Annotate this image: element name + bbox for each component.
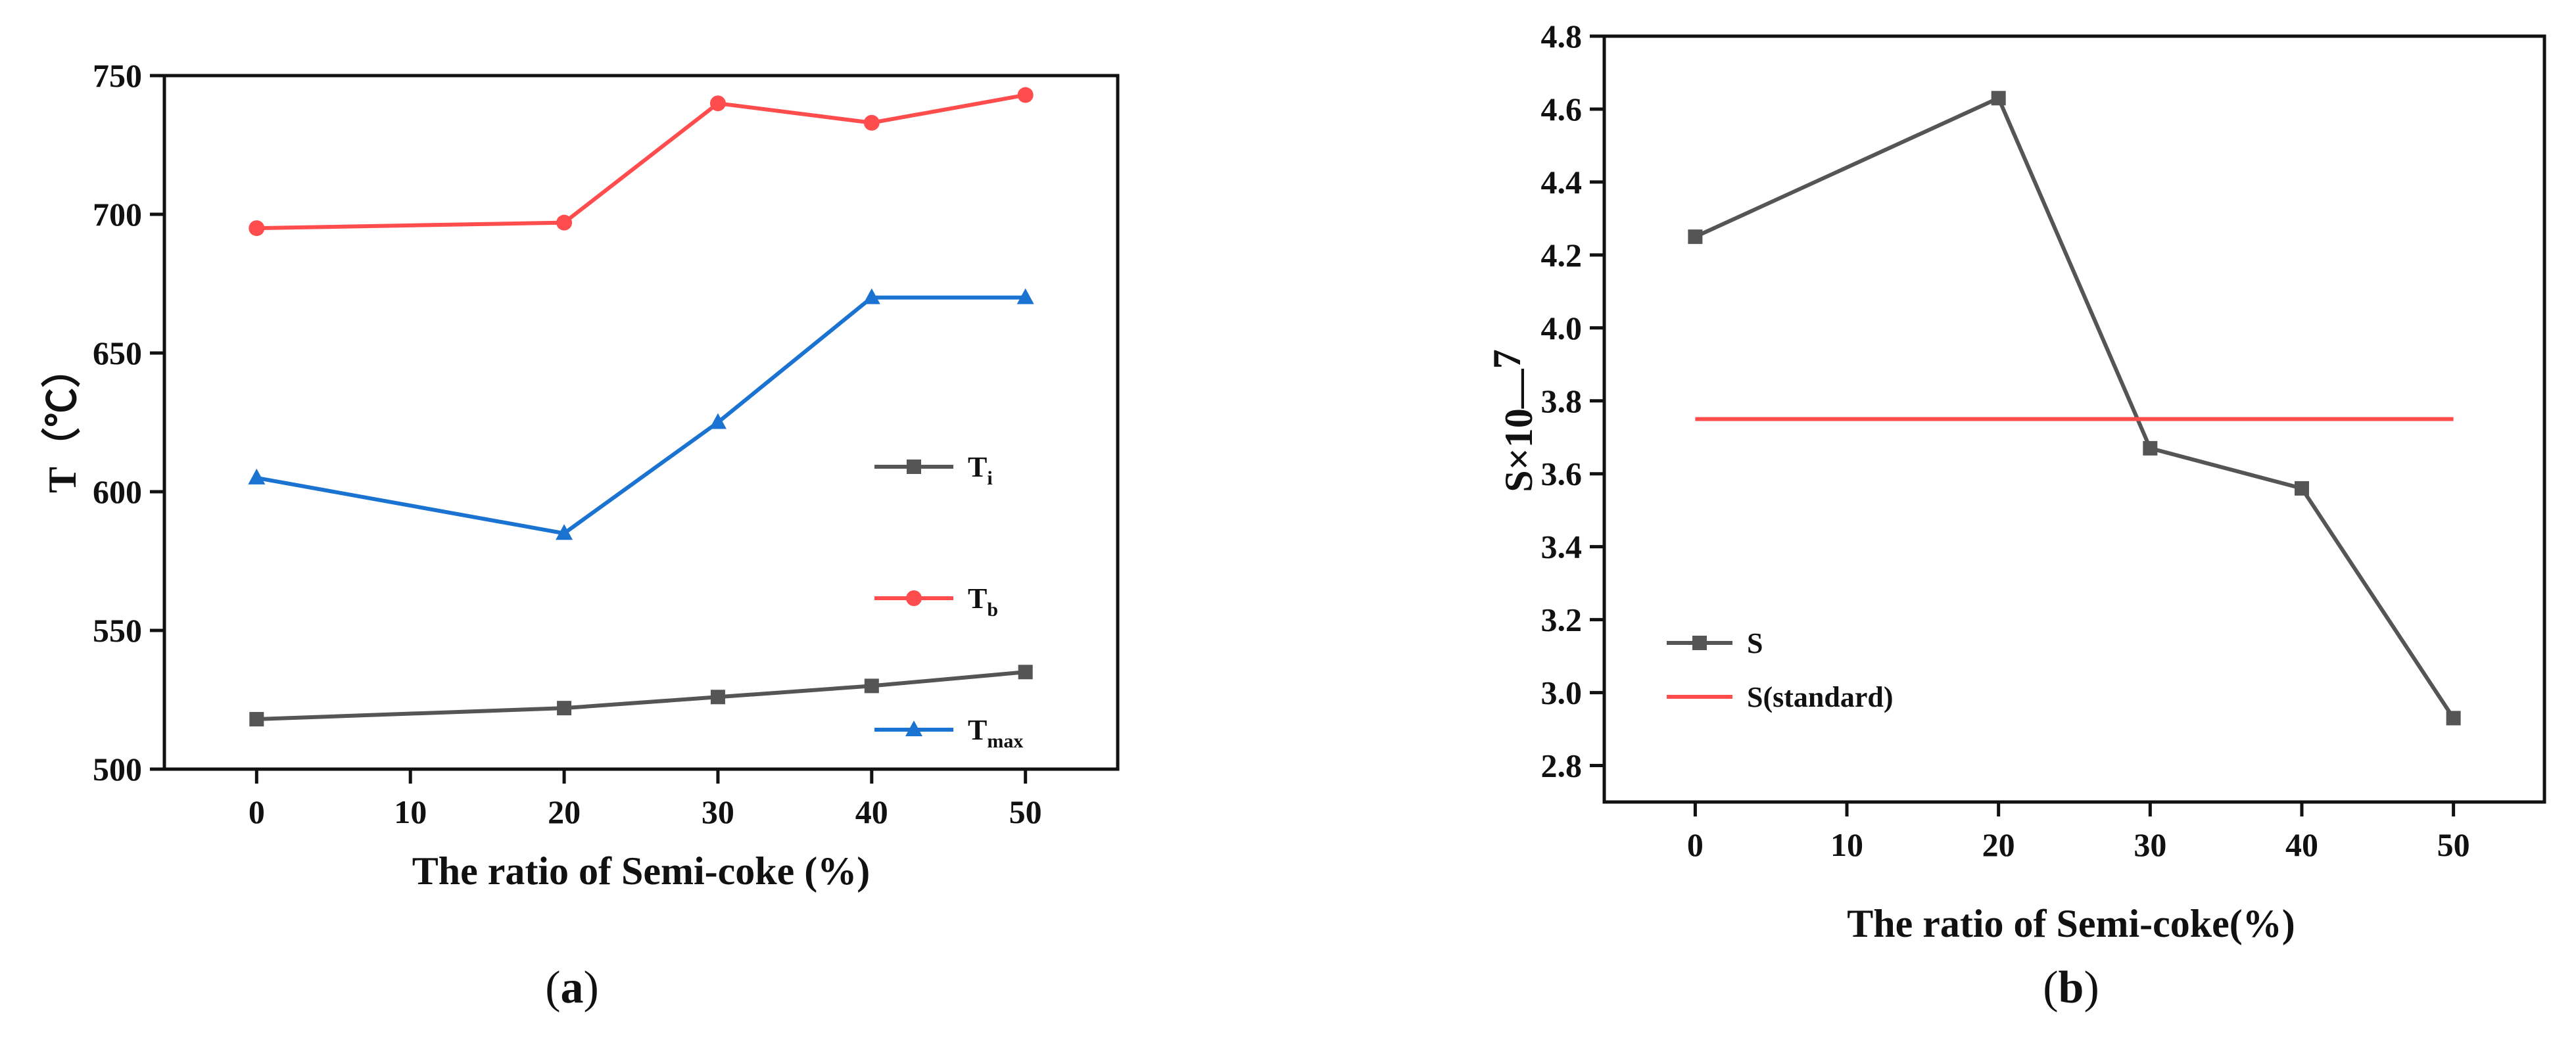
data-point <box>1688 229 1703 245</box>
x-axis-label: The ratio of Semi-coke (%) <box>412 849 871 893</box>
series-tb <box>249 87 1034 237</box>
y-axis-label: S×10—7 <box>1485 349 1540 492</box>
legend-label: Tmax <box>968 714 1023 752</box>
y-tick-label: 4.0 <box>1541 310 1583 346</box>
y-tick-label: 3.4 <box>1541 529 1583 565</box>
x-tick-label: 40 <box>2285 826 2318 863</box>
panel-letter: b <box>2059 962 2084 1013</box>
y-tick-label: 600 <box>93 473 142 510</box>
legend-label: S <box>1747 627 1763 659</box>
chart-panel-b: 0 10 20 30 40 50 2.8 3.0 3.2 3.4 3.6 3.8 4.0 4.2 4.4 4.… <box>1485 18 2546 1013</box>
y-tick-label: 3.6 <box>1541 456 1583 492</box>
data-point <box>248 468 266 484</box>
legend-marker <box>1692 636 1707 650</box>
x-tick-label: 10 <box>1830 826 1863 863</box>
data-point <box>710 690 725 705</box>
y-tick-label: 3.0 <box>1541 674 1583 711</box>
panel-paren-open: ( <box>545 962 560 1013</box>
x-tick-label: 20 <box>1982 826 2015 863</box>
x-tick-label: 0 <box>249 793 265 830</box>
x-tick-label: 0 <box>1687 826 1704 863</box>
series-line <box>256 295 1026 536</box>
x-tick-label: 50 <box>1009 793 1042 830</box>
y-axis-label-text: T（℃） <box>40 348 84 493</box>
data-point <box>2446 711 2461 726</box>
data-point <box>709 95 726 112</box>
y-tick-label: 4.4 <box>1541 164 1583 201</box>
x-tick-label: 40 <box>855 793 888 830</box>
y-axis-label-text: S×10— <box>1497 368 1540 492</box>
data-point <box>709 413 727 429</box>
data-point <box>1018 665 1033 680</box>
plot-frame <box>1602 34 2546 804</box>
legend-label: Ti <box>968 451 993 489</box>
legend-label-name: S(standard) <box>1747 681 1894 713</box>
data-point <box>864 678 879 694</box>
y-tick-label: 750 <box>93 57 142 94</box>
data-point <box>2143 440 2158 456</box>
plot-frame <box>162 74 1120 771</box>
x-tick-label: 50 <box>2437 826 2470 863</box>
y-tick-label: 2.8 <box>1541 747 1583 784</box>
data-point <box>556 214 573 231</box>
data-point <box>863 288 880 304</box>
panel-paren-open: ( <box>2043 962 2058 1013</box>
panel-label: (b) <box>2043 962 2099 1013</box>
panel-paren-close: ) <box>584 962 599 1013</box>
legend-label-subscript: max <box>987 730 1023 752</box>
legend-marker <box>905 720 922 736</box>
panel-paren-close: ) <box>2084 962 2099 1013</box>
y-tick-label: 700 <box>93 196 142 233</box>
legend-marker <box>906 590 922 606</box>
legend-label-name: T <box>968 714 987 746</box>
y-tick-label: 4.6 <box>1541 91 1583 128</box>
chart-panel-a: 0 10 20 30 40 50 500 550 600 650 700 750 The ratio o… <box>40 57 1120 1013</box>
y-tick-label: 550 <box>93 612 142 649</box>
series-s <box>1688 91 2461 726</box>
y-tick-label: 650 <box>93 335 142 371</box>
y-tick-label: 3.8 <box>1541 383 1583 419</box>
y-tick-label: 4.8 <box>1541 18 1583 55</box>
legend-label-name: S <box>1747 627 1763 659</box>
x-tick-label: 10 <box>394 793 427 830</box>
y-tick-label: 500 <box>93 751 142 788</box>
series-ti <box>249 665 1033 727</box>
panel-letter: a <box>561 962 584 1013</box>
series-tmax <box>248 288 1034 540</box>
legend-label-name: T <box>968 582 987 615</box>
legend-label: S(standard) <box>1747 681 1894 713</box>
x-axis-label: The ratio of Semi-coke(%) <box>1847 902 2295 945</box>
panel-label: (a) <box>545 962 599 1013</box>
x-tick-label: 30 <box>2134 826 2166 863</box>
legend-label-name: T <box>968 451 987 483</box>
data-point <box>1017 87 1034 103</box>
data-point <box>863 114 880 131</box>
legend-label: Tb <box>968 582 998 621</box>
y-tick-label: 3.2 <box>1541 602 1583 638</box>
data-point <box>2294 481 2309 496</box>
legend-marker <box>907 460 921 474</box>
series-line <box>1694 95 2456 720</box>
data-point <box>249 220 265 237</box>
data-point <box>249 712 264 727</box>
y-axis-label: T（℃） <box>40 348 84 493</box>
data-point <box>1991 91 2006 106</box>
series-line <box>256 670 1026 722</box>
series-line <box>256 93 1026 231</box>
data-point <box>1016 288 1034 304</box>
x-tick-label: 20 <box>548 793 581 830</box>
legend-label-subscript: b <box>987 599 998 621</box>
y-axis-label-exponent: 7 <box>1485 349 1529 369</box>
legend-label-subscript: i <box>987 467 992 489</box>
x-tick-label: 30 <box>702 793 734 830</box>
y-tick-label: 4.2 <box>1541 237 1583 273</box>
data-point <box>557 701 572 716</box>
data-point <box>556 524 573 540</box>
